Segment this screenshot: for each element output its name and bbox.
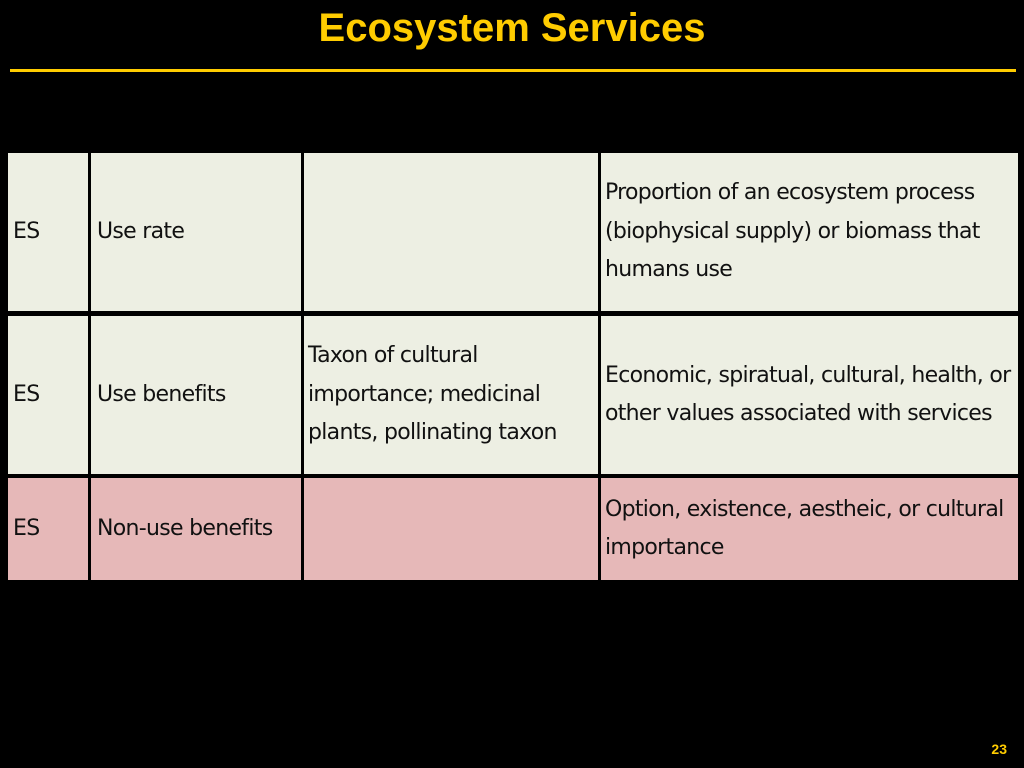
table-row: ES Use rate Proportion of an ecosystem p…	[8, 153, 1018, 311]
table-cell: Proportion of an ecosystem process (biop…	[601, 153, 1018, 311]
table-cell: ES	[8, 316, 91, 474]
table-cell: ES	[8, 153, 91, 311]
table-cell	[304, 153, 601, 311]
page-number: 23	[991, 741, 1007, 757]
table-cell: Option, existence, aestheic, or cultural…	[601, 478, 1018, 580]
table-row: ES Non-use benefits Option, existence, a…	[8, 478, 1018, 580]
table-cell	[304, 478, 601, 580]
slide-title: Ecosystem Services	[318, 6, 706, 50]
table-cell: Taxon of cultural importance; medicinal …	[304, 316, 601, 474]
table-cell: Economic, spiratual, cultural, health, o…	[601, 316, 1018, 474]
table-cell: ES	[8, 478, 91, 580]
table-row: ES Use benefits Taxon of cultural import…	[8, 316, 1018, 474]
table-cell: Use rate	[91, 153, 304, 311]
table-cell: Non-use benefits	[91, 478, 304, 580]
table-cell: Use benefits	[91, 316, 304, 474]
title-underline	[10, 69, 1016, 72]
